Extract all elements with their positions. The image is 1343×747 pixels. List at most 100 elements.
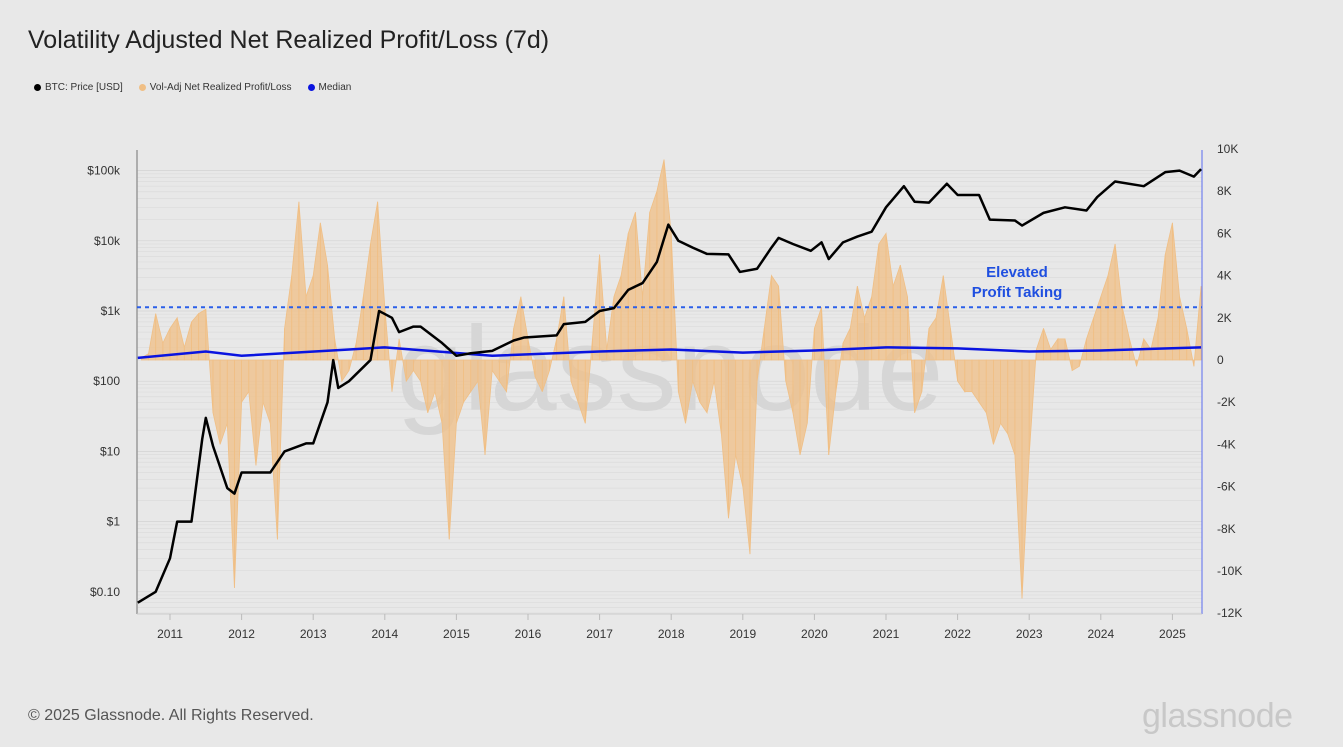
- annotation-text: Elevated: [986, 264, 1048, 281]
- nrpl-segment: [1014, 359, 1023, 599]
- nrpl-segment: [291, 201, 300, 361]
- y-right-tick-label: -10K: [1217, 564, 1242, 578]
- nrpl-segment: [993, 359, 1001, 445]
- x-tick-label: 2024: [1087, 627, 1114, 641]
- nrpl-segment: [1064, 338, 1073, 371]
- x-tick-label: 2020: [801, 627, 828, 641]
- nrpl-segment: [1179, 296, 1188, 361]
- nrpl-segment: [155, 313, 164, 361]
- y-left-tick-label: $10: [100, 444, 120, 458]
- nrpl-segment: [1078, 338, 1087, 367]
- nrpl-segment: [735, 359, 744, 487]
- nrpl-segment: [899, 264, 908, 361]
- copyright: © 2025 Glassnode. All Rights Reserved.: [28, 707, 314, 724]
- nrpl-segment: [319, 222, 328, 361]
- y-left-tick-label: $1: [107, 515, 121, 529]
- nrpl-segment: [978, 359, 987, 415]
- legend-label: Median: [318, 82, 352, 93]
- nrpl-segment: [649, 191, 658, 361]
- nrpl-segment: [663, 159, 672, 361]
- nrpl-segment: [878, 232, 887, 361]
- nrpl-segment: [728, 359, 737, 519]
- x-tick-label: 2021: [873, 627, 900, 641]
- legend-item-nrpl[interactable]: Vol-Adj Net Realized Profit/Loss: [138, 82, 292, 93]
- nrpl-segment: [1021, 359, 1030, 599]
- median-dot-icon: [307, 84, 315, 91]
- nrpl-segment: [205, 309, 214, 413]
- nrpl-segment: [448, 359, 457, 540]
- nrpl-segment: [799, 359, 808, 456]
- nrpl-segment: [262, 359, 271, 424]
- y-right-tick-label: 4K: [1217, 269, 1232, 283]
- y-right-tick-label: -2K: [1217, 395, 1236, 409]
- nrpl-segment: [248, 359, 257, 466]
- nrpl-segment: [212, 359, 221, 445]
- nrpl-segment: [1000, 359, 1009, 436]
- nrpl-segment: [613, 275, 622, 361]
- y-right-tick-label: 0: [1217, 353, 1224, 367]
- y-right-tick-label: 2K: [1217, 311, 1232, 325]
- nrpl-segment: [1043, 328, 1052, 361]
- nrpl-segment: [1100, 275, 1109, 361]
- nrpl-segment: [871, 243, 880, 361]
- nrpl-segment: [885, 233, 894, 361]
- nrpl-segment: [957, 359, 966, 393]
- legend-item-price[interactable]: BTC: Price [USD]: [34, 82, 123, 93]
- x-tick-label: 2019: [729, 627, 756, 641]
- nrpl-segment: [1007, 359, 1016, 456]
- nrpl-segment: [312, 222, 321, 361]
- nrpl-segment: [298, 201, 307, 361]
- nrpl-segment: [1050, 337, 1059, 361]
- nrpl-segment: [1057, 338, 1066, 361]
- x-tick-label: 2018: [658, 627, 685, 641]
- nrpl-segment: [148, 313, 157, 361]
- nrpl-segment: [276, 328, 285, 540]
- x-tick-label: 2012: [228, 627, 255, 641]
- nrpl-segment: [1121, 307, 1130, 361]
- x-tick-label: 2013: [300, 627, 327, 641]
- nrpl-segment: [226, 359, 235, 588]
- x-tick-label: 2014: [371, 627, 398, 641]
- x-tick-label: 2022: [944, 627, 971, 641]
- nrpl-segment: [763, 275, 772, 361]
- y-right-tick-label: 10K: [1217, 142, 1238, 156]
- nrpl-segment: [327, 265, 336, 361]
- legend-item-median[interactable]: Median: [307, 82, 352, 93]
- nrpl-segment: [341, 359, 350, 383]
- nrpl-segment: [1086, 317, 1095, 361]
- nrpl-segment: [1172, 222, 1180, 361]
- nrpl-segment: [355, 296, 364, 361]
- nrpl-segment: [377, 201, 386, 361]
- price-line: [137, 168, 1202, 604]
- nrpl-segment: [892, 264, 901, 361]
- nrpl-segment: [1114, 243, 1123, 361]
- nrpl-segment: [384, 307, 393, 392]
- nrpl-segment: [642, 212, 651, 361]
- nrpl-segment: [219, 359, 228, 445]
- median-line: [137, 346, 1202, 360]
- y-left-tick-label: $100k: [87, 164, 121, 178]
- nrpl-segment: [284, 275, 293, 361]
- y-right-tick-label: -4K: [1217, 437, 1236, 451]
- nrpl-segment: [1164, 222, 1173, 361]
- y-right-tick-label: 8K: [1217, 184, 1232, 198]
- nrpl-segment: [1071, 359, 1080, 372]
- nrpl-segment: [964, 359, 973, 393]
- x-tick-label: 2016: [515, 627, 542, 641]
- nrpl-dot-icon: [138, 84, 146, 91]
- nrpl-segment: [441, 359, 450, 540]
- nrpl-segment: [950, 328, 958, 382]
- glassnode-logo: glassnode: [1142, 697, 1293, 735]
- nrpl-segment: [362, 243, 371, 361]
- nrpl-segment: [305, 275, 314, 361]
- nrpl-segment: [971, 359, 980, 404]
- nrpl-segment: [1035, 328, 1044, 361]
- legend-label: Vol-Adj Net Realized Profit/Loss: [149, 82, 292, 93]
- legend-label: BTC: Price [USD]: [45, 82, 123, 93]
- nrpl-segment: [792, 359, 801, 456]
- y-right-tick-label: 6K: [1217, 226, 1232, 240]
- nrpl-segment: [985, 359, 994, 445]
- x-tick-label: 2025: [1159, 627, 1186, 641]
